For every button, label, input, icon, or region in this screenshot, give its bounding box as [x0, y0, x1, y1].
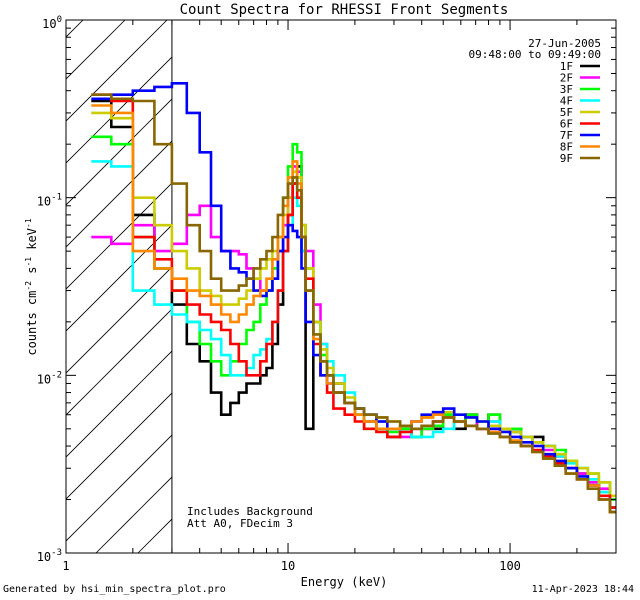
hatch-line [66, 20, 168, 122]
hatch-line [0, 0, 108, 553]
legend-label-7F: 7F [560, 129, 573, 142]
note-background: Includes Background [187, 505, 313, 518]
hatch-line [66, 392, 172, 500]
y-axis-label-counts: counts cm [25, 291, 39, 356]
legend-label-2F: 2F [560, 72, 573, 85]
plot-frame [65, 19, 617, 554]
y-axis-label: counts cm-2 s-1 keV-1 [24, 218, 39, 355]
legend-label-1F: 1F [560, 60, 573, 73]
hatch-line [66, 20, 126, 80]
hatch-line [66, 350, 172, 458]
hatch-line [264, 0, 640, 553]
hatch-line [66, 182, 172, 290]
hatch-line [66, 56, 172, 164]
timestamp-text: 11-Apr-2023 18:44 [531, 584, 634, 595]
observation-time-range: 09:48:00 to 09:49:00 [469, 48, 601, 61]
legend-label-4F: 4F [560, 95, 573, 108]
series-4F [91, 160, 616, 509]
legend-label-6F: 6F [560, 118, 573, 131]
excluded-region [0, 0, 640, 553]
y-tick-label: 10-2 [37, 370, 62, 386]
hatch-line [66, 20, 84, 38]
legend-label-9F: 9F [560, 152, 573, 165]
series-9F [91, 93, 616, 514]
y-tick-label: 10-1 [37, 193, 62, 209]
hatch-line [66, 98, 172, 206]
generated-by-text: Generated by hsi_min_spectra_plot.pro [3, 584, 226, 595]
y-tick-label: 100 [42, 15, 62, 31]
x-tick-label: 100 [499, 559, 521, 573]
x-axis-label: Energy (keV) [301, 575, 388, 589]
series-7F [91, 82, 616, 514]
excluded-region-hatch [0, 0, 640, 553]
plot-notes: Includes Background Att A0, FDecim 3 [187, 505, 313, 530]
legend-label-3F: 3F [560, 83, 573, 96]
hatch-line [66, 224, 172, 332]
note-attenuator: Att A0, FDecim 3 [187, 517, 293, 530]
axes: 1 10 100 10-3 10-2 10-1 100 [37, 15, 617, 573]
hatch-line [66, 308, 172, 416]
x-tick-label: 10 [281, 559, 295, 573]
series-layer [91, 82, 616, 514]
y-tick-label: 10-3 [37, 548, 62, 564]
hatch-line [66, 434, 172, 542]
legend-label-8F: 8F [560, 141, 573, 154]
hatch-line [66, 266, 172, 374]
chart-title: Count Spectra for RHESSI Front Segments [180, 2, 509, 18]
observation-date: 27-Jun-2005 [528, 37, 601, 50]
x-tick-label: 1 [62, 559, 69, 573]
legend-label-5F: 5F [560, 106, 573, 119]
header-info: 27-Jun-2005 09:48:00 to 09:49:00 [469, 37, 601, 61]
